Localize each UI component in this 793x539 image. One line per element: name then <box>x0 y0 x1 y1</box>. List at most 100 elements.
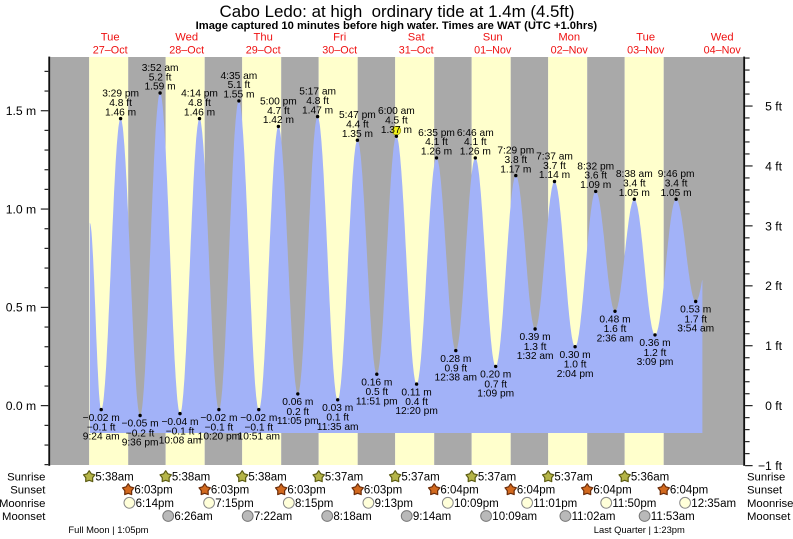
svg-text:−1 ft: −1 ft <box>758 459 783 473</box>
svg-text:29–Oct: 29–Oct <box>246 45 281 57</box>
svg-text:1.6 ft: 1.6 ft <box>604 324 627 335</box>
svg-text:−0.1 ft: −0.1 ft <box>166 427 195 438</box>
svg-text:8:38 am: 8:38 am <box>616 169 653 180</box>
svg-text:1.47 m: 1.47 m <box>302 105 333 116</box>
svg-text:0.06 m: 0.06 m <box>282 397 313 408</box>
svg-text:Wed: Wed <box>175 32 198 44</box>
svg-text:6:03pm: 6:03pm <box>211 485 249 497</box>
svg-text:1.35 m: 1.35 m <box>342 129 373 140</box>
svg-text:7:22am: 7:22am <box>254 511 292 523</box>
svg-text:1.37 m: 1.37 m <box>381 125 412 136</box>
svg-text:Wed: Wed <box>711 32 734 44</box>
svg-text:5:37am: 5:37am <box>478 472 516 484</box>
svg-text:4.1 ft: 4.1 ft <box>425 137 448 148</box>
svg-text:Tue: Tue <box>636 32 655 44</box>
svg-text:0.03 m: 0.03 m <box>322 403 353 414</box>
svg-text:−0.1 ft: −0.1 ft <box>244 423 273 434</box>
svg-text:4.5 ft: 4.5 ft <box>385 116 408 127</box>
svg-text:Mon: Mon <box>558 32 580 44</box>
svg-text:12:38 am: 12:38 am <box>435 373 477 384</box>
svg-text:5:38am: 5:38am <box>248 472 286 484</box>
svg-text:10:51 am: 10:51 am <box>238 432 280 443</box>
svg-text:6:26am: 6:26am <box>174 511 212 523</box>
svg-text:6:14pm: 6:14pm <box>136 498 174 510</box>
svg-text:0.5 m: 0.5 m <box>6 301 36 315</box>
svg-text:7:29 pm: 7:29 pm <box>497 146 534 157</box>
svg-text:Moonset: Moonset <box>2 511 46 523</box>
svg-text:03–Nov: 03–Nov <box>627 45 665 57</box>
svg-text:6:35 pm: 6:35 pm <box>418 128 455 139</box>
svg-text:3.8 ft: 3.8 ft <box>504 155 527 166</box>
svg-text:02–Nov: 02–Nov <box>551 45 589 57</box>
svg-text:6:04pm: 6:04pm <box>440 485 478 497</box>
svg-text:5:17 am: 5:17 am <box>299 87 336 98</box>
svg-text:1 ft: 1 ft <box>765 339 783 353</box>
svg-text:12:35am: 12:35am <box>691 498 736 510</box>
svg-text:−0.1 ft: −0.1 ft <box>87 423 116 434</box>
svg-text:−0.02 m: −0.02 m <box>83 413 120 424</box>
svg-text:−0.04 m: −0.04 m <box>161 417 198 428</box>
svg-text:1.05 m: 1.05 m <box>661 188 692 199</box>
svg-text:28–Oct: 28–Oct <box>169 45 204 57</box>
svg-text:0.48 m: 0.48 m <box>599 315 630 326</box>
svg-text:6:03pm: 6:03pm <box>287 485 325 497</box>
svg-text:10:20 pm: 10:20 pm <box>198 432 240 443</box>
svg-text:0.2 ft: 0.2 ft <box>286 407 309 418</box>
svg-text:10:09pm: 10:09pm <box>454 498 499 510</box>
svg-text:Cabo Ledo: at high ordinary t: Cabo Ledo: at high ordinary tide at 1.4m… <box>220 2 575 21</box>
svg-text:3.4 ft: 3.4 ft <box>623 179 646 190</box>
svg-text:7:15pm: 7:15pm <box>215 498 253 510</box>
svg-text:5:47 pm: 5:47 pm <box>339 110 376 121</box>
svg-text:6:00 am: 6:00 am <box>378 106 415 117</box>
svg-text:10:08 am: 10:08 am <box>159 436 201 447</box>
svg-text:3.7 ft: 3.7 ft <box>543 161 566 172</box>
svg-text:5:36am: 5:36am <box>631 472 669 484</box>
svg-text:11:51 pm: 11:51 pm <box>356 396 398 407</box>
svg-text:−0.02 m: −0.02 m <box>200 413 237 424</box>
svg-text:0.28 m: 0.28 m <box>440 354 471 365</box>
svg-text:Image captured 10 minutes befo: Image captured 10 minutes before high wa… <box>196 20 598 32</box>
svg-text:Sunset: Sunset <box>747 485 783 497</box>
svg-text:3:52 am: 3:52 am <box>142 63 179 74</box>
svg-text:1.17 m: 1.17 m <box>500 164 531 175</box>
svg-text:4.8 ft: 4.8 ft <box>306 96 329 107</box>
svg-text:0 ft: 0 ft <box>765 399 783 413</box>
svg-text:9:46 pm: 9:46 pm <box>658 169 695 180</box>
svg-text:5:37am: 5:37am <box>401 472 439 484</box>
svg-text:Moonrise: Moonrise <box>0 498 45 510</box>
svg-text:1.5 m: 1.5 m <box>6 104 36 118</box>
svg-text:7:37 am: 7:37 am <box>536 151 573 162</box>
svg-text:Fri: Fri <box>333 32 346 44</box>
svg-text:30–Oct: 30–Oct <box>322 45 357 57</box>
svg-text:1.05 m: 1.05 m <box>619 188 650 199</box>
svg-text:8:15pm: 8:15pm <box>295 498 333 510</box>
svg-text:6:03pm: 6:03pm <box>134 485 172 497</box>
svg-text:5:38am: 5:38am <box>95 472 133 484</box>
svg-text:Thu: Thu <box>254 32 273 44</box>
svg-text:Tue: Tue <box>101 32 120 44</box>
svg-text:3 ft: 3 ft <box>765 219 783 233</box>
svg-text:0.0 m: 0.0 m <box>6 399 36 413</box>
svg-text:Last Quarter | 1:23pm: Last Quarter | 1:23pm <box>594 524 685 535</box>
svg-text:6:46 am: 6:46 am <box>457 128 494 139</box>
svg-text:4.8 ft: 4.8 ft <box>109 98 132 109</box>
svg-text:2 ft: 2 ft <box>765 279 783 293</box>
svg-text:4:14 pm: 4:14 pm <box>181 89 218 100</box>
svg-text:27–Oct: 27–Oct <box>93 45 128 57</box>
svg-text:−0.1 ft: −0.1 ft <box>205 423 234 434</box>
svg-text:6:04pm: 6:04pm <box>593 485 631 497</box>
svg-text:11:01pm: 11:01pm <box>533 498 577 510</box>
svg-text:1.0 m: 1.0 m <box>6 202 36 216</box>
svg-text:3.6 ft: 3.6 ft <box>584 171 607 182</box>
svg-text:9:24 am: 9:24 am <box>83 432 120 443</box>
svg-text:Moonset: Moonset <box>747 511 791 523</box>
svg-text:5:37am: 5:37am <box>325 472 363 484</box>
svg-text:5:38am: 5:38am <box>172 472 210 484</box>
svg-text:5:37am: 5:37am <box>554 472 592 484</box>
svg-text:1.7 ft: 1.7 ft <box>684 314 707 325</box>
svg-text:11:35 am: 11:35 am <box>317 422 359 433</box>
svg-text:31–Oct: 31–Oct <box>399 45 434 57</box>
svg-text:1.26 m: 1.26 m <box>421 147 452 158</box>
svg-text:Sunrise: Sunrise <box>747 472 785 484</box>
svg-text:0.16 m: 0.16 m <box>361 377 392 388</box>
